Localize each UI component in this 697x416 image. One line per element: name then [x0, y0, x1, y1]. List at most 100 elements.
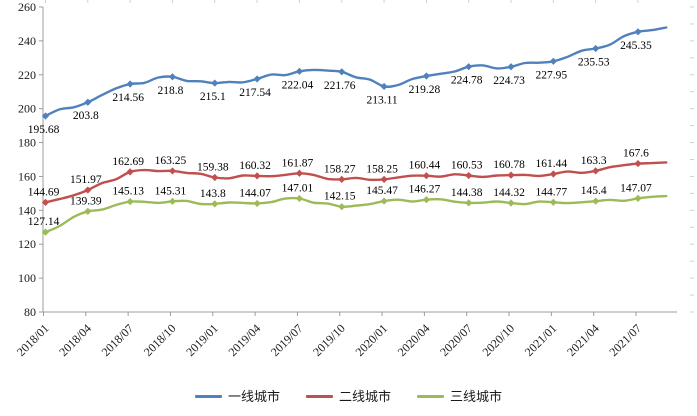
y-axis-label: 220 [18, 68, 36, 82]
data-label: 158.25 [366, 163, 398, 175]
x-axis-label: 2021/01 [522, 321, 560, 359]
data-point-marker [634, 159, 642, 168]
y-axis-label: 200 [18, 102, 36, 116]
data-label: 163.3 [581, 155, 607, 167]
data-point-marker [380, 175, 388, 184]
data-label: 245.35 [620, 40, 652, 52]
data-point-marker [549, 57, 557, 65]
x-axis-label: 2019/07 [268, 321, 306, 359]
data-label: 147.01 [282, 182, 314, 194]
data-label: 195.68 [28, 124, 60, 136]
data-label: 144.38 [451, 187, 483, 199]
y-axis-label: 100 [18, 271, 36, 285]
data-label: 217.54 [239, 87, 271, 99]
data-point-marker [295, 67, 304, 75]
data-point-marker [338, 175, 346, 183]
data-point-marker [84, 186, 92, 194]
data-label: 145.31 [155, 185, 187, 197]
data-label: 215.1 [200, 91, 226, 103]
data-label: 224.73 [493, 75, 525, 87]
x-axis-label: 2020/10 [479, 321, 517, 359]
data-point-marker [634, 194, 642, 202]
data-point-marker [168, 197, 177, 205]
data-label: 160.32 [239, 160, 271, 172]
data-point-marker [41, 112, 50, 120]
data-point-marker [507, 171, 515, 179]
data-label: 161.87 [282, 157, 314, 169]
data-label: 143.8 [200, 188, 226, 200]
data-label: 222.04 [282, 79, 314, 91]
data-point-marker [295, 169, 304, 177]
data-label: 235.53 [578, 56, 610, 68]
x-axis-label: 2019/04 [226, 321, 264, 359]
data-label: 144.07 [239, 187, 271, 199]
data-point-marker [422, 196, 430, 204]
data-label: 213.11 [366, 94, 397, 106]
x-axis-label: 2020/04 [395, 321, 433, 359]
data-point-marker [253, 75, 261, 83]
data-label: 144.32 [493, 187, 525, 199]
x-axis-label: 2021/04 [564, 321, 602, 359]
data-point-marker [295, 194, 304, 203]
data-point-marker [126, 80, 134, 88]
tier3-line-swatch [417, 394, 444, 398]
tier1-line-swatch [194, 394, 222, 398]
x-axis-label: 2018/04 [56, 321, 94, 359]
data-point-marker [422, 72, 430, 80]
series-line-3 [44, 194, 668, 234]
data-point-marker [592, 167, 600, 175]
data-label: 127.14 [28, 216, 60, 228]
chart-legend: 一线城市 二线城市 三线城市 [0, 383, 697, 409]
data-point-marker [84, 98, 92, 106]
data-label: 151.97 [70, 174, 102, 186]
data-point-marker [211, 173, 219, 182]
data-label: 144.77 [536, 186, 568, 198]
data-label: 146.27 [409, 184, 441, 196]
data-point-marker [549, 170, 557, 178]
legend-item-tier2: 二线城市 [305, 390, 391, 403]
data-label: 139.39 [70, 195, 102, 207]
data-label: 160.53 [451, 160, 483, 172]
x-axis-label: 2021/07 [606, 321, 644, 359]
data-point-marker [465, 63, 473, 71]
data-point-marker [592, 44, 600, 53]
data-point-marker [380, 197, 388, 205]
legend-item-tier3: 三线城市 [417, 390, 502, 403]
y-axis-label: 240 [18, 34, 36, 48]
x-axis-label: 2018/07 [99, 321, 137, 359]
data-label: 162.69 [112, 156, 144, 168]
data-label: 147.07 [620, 182, 652, 194]
x-axis-label: 2019/01 [183, 321, 221, 359]
data-point-marker [422, 172, 430, 180]
data-point-marker [592, 197, 600, 205]
data-label: 142.15 [324, 191, 356, 203]
data-label: 224.78 [451, 75, 483, 87]
data-label: 160.44 [409, 160, 441, 172]
data-label: 145.4 [581, 185, 607, 197]
y-axis-label: 80 [24, 305, 36, 319]
data-point-marker [211, 200, 219, 208]
data-point-marker [253, 199, 261, 208]
y-axis-label: 180 [18, 136, 36, 150]
data-label: 159.38 [197, 161, 229, 173]
x-axis-label: 2020/01 [352, 321, 390, 359]
data-label: 167.6 [623, 148, 649, 160]
data-point-marker [84, 207, 92, 215]
data-point-marker [338, 68, 346, 76]
y-axis-label: 160 [18, 169, 36, 183]
data-point-marker [126, 198, 134, 206]
y-axis-label: 140 [18, 203, 36, 217]
data-label: 227.95 [536, 69, 568, 81]
data-label: 158.27 [324, 163, 356, 175]
x-axis-label: 2019/10 [310, 321, 348, 359]
data-label: 160.78 [493, 159, 525, 171]
data-label: 221.76 [324, 80, 356, 92]
data-label: 218.8 [158, 85, 184, 97]
data-point-marker [380, 82, 388, 91]
series-line-1 [44, 26, 668, 118]
series-line-2 [44, 161, 668, 204]
x-axis-label: 2018/10 [141, 321, 179, 359]
data-point-marker [168, 167, 177, 175]
data-point-marker [126, 168, 134, 176]
